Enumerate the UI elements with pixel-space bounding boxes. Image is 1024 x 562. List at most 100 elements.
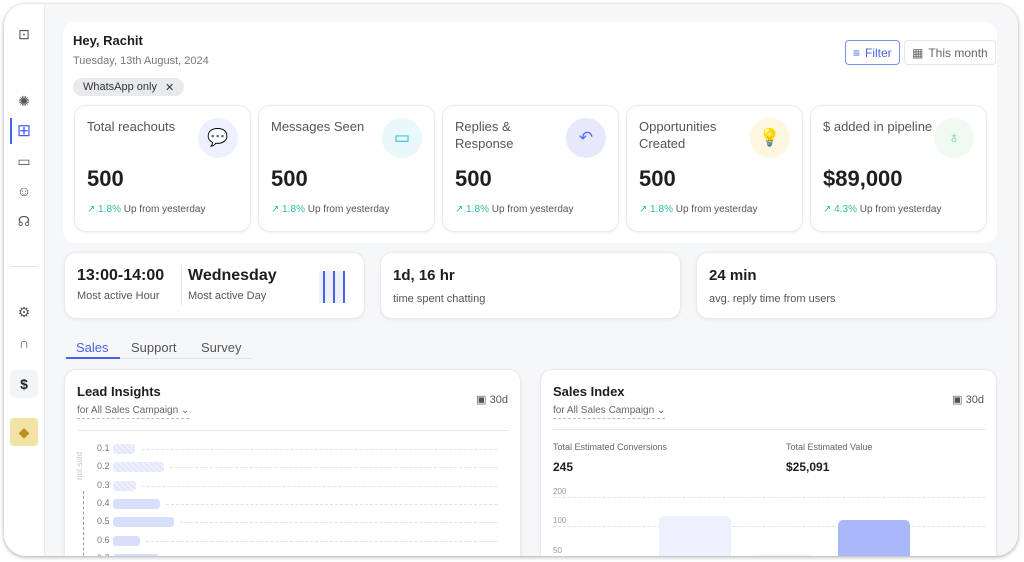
calendar-icon: ▣: [476, 394, 487, 406]
stat-title: Opportunities Created: [639, 119, 717, 151]
integrations-icon[interactable]: ∩: [18, 335, 30, 351]
stat-delta: ↗ 1.8% Up from yesterday: [87, 204, 205, 215]
close-icon[interactable]: ✕: [164, 81, 175, 94]
tab-support[interactable]: Support: [131, 340, 177, 355]
lead-bar[interactable]: [113, 535, 140, 546]
contact-icon[interactable]: ☺: [16, 183, 32, 199]
active-day: Wednesday: [188, 267, 277, 284]
chevron-down-icon: ⌄: [180, 405, 190, 416]
delta-text: Up from yesterday: [123, 204, 206, 215]
y-tick-label: 0.3: [97, 479, 110, 490]
y-tick-label: 0.7: [97, 553, 110, 556]
stat-value: 500: [271, 166, 308, 191]
delta-text: Up from yesterday: [859, 204, 942, 215]
money-bag-icon: ♁: [934, 118, 974, 158]
stat-delta: ↗ 1.8% Up from yesterday: [639, 204, 757, 215]
stat-delta: ↗ 1.8% Up from yesterday: [455, 204, 573, 215]
activity-card: 13:00-14:00 Most active Hour Wednesday M…: [64, 252, 365, 319]
lead-bar[interactable]: [113, 498, 160, 509]
campaign-dropdown[interactable]: for All Sales Campaign ⌄: [553, 405, 666, 419]
lead-title: Lead Insights: [77, 384, 161, 399]
trend-up-icon: ↗: [87, 204, 96, 215]
y-tick-label: 0.2: [97, 461, 110, 472]
settings-icon[interactable]: ⚙: [17, 303, 31, 320]
lead-bar[interactable]: [113, 553, 159, 556]
conversions-label: Total Estimated Conversions: [553, 442, 668, 452]
dollar-cycle-icon[interactable]: $: [10, 370, 38, 398]
lightbulb-icon: 💡: [750, 118, 790, 158]
tab-sales[interactable]: Sales: [76, 340, 109, 355]
app-window: ⊡ ✺ ⊞ ▭ ☺ ☊ ⚙ ∩ $ ◆ Hey, Rachit Tuesday,…: [4, 4, 1018, 556]
delta-percent: 1.8%: [650, 204, 673, 215]
gridline: [170, 467, 497, 469]
chat-icon[interactable]: ▭: [17, 152, 31, 169]
period-button[interactable]: ▦ This month: [904, 40, 996, 65]
divider: [181, 265, 182, 305]
chat-bubbles-icon: 💬: [198, 118, 238, 158]
range-selector[interactable]: ▣ 30d: [952, 393, 984, 406]
lead-insights-card: Lead Insights for All Sales Campaign ⌄ ▣…: [64, 369, 521, 556]
delta-percent: 1.8%: [282, 204, 305, 215]
sales-bar[interactable]: [750, 554, 817, 556]
y-tick-label: 0.6: [97, 534, 110, 545]
active-hour: 13:00-14:00: [77, 267, 165, 284]
chatting-time-card: 1d, 16 hr time spent chatting: [380, 252, 681, 319]
campaign-label: for All Sales Campaign: [553, 405, 655, 416]
stat-delta: ↗ 4.3% Up from yesterday: [823, 204, 941, 215]
lead-bar[interactable]: [113, 444, 135, 454]
diamond-icon[interactable]: ◆: [10, 418, 38, 446]
active-indicator: [10, 118, 12, 144]
stat-delta: ↗ 1.8% Up from yesterday: [271, 204, 389, 215]
y-tick-label: 0.1: [97, 443, 110, 453]
sales-index-card: Sales Index for All Sales Campaign ⌄ ▣ 3…: [540, 369, 997, 556]
sales-bar[interactable]: [659, 515, 731, 556]
panel-toggle-icon[interactable]: ⊡: [18, 25, 30, 42]
whatsapp-filter-chip[interactable]: WhatsApp only ✕: [73, 78, 185, 96]
stat-card: Messages Seen ▭ 500 ↗ 1.8% Up from yeste…: [258, 105, 435, 232]
filter-icon: ≡: [853, 45, 861, 60]
stat-card: Opportunities Created 💡 500 ↗ 1.8% Up fr…: [626, 105, 803, 232]
tab-survey[interactable]: Survey: [201, 340, 242, 355]
range-label: 30d: [489, 394, 508, 406]
conversions-value: 245: [553, 460, 574, 474]
gridline: [180, 522, 497, 524]
range-label: 30d: [965, 394, 984, 406]
stat-title: $ added in pipeline: [823, 119, 933, 134]
y-tick-label: 50: [553, 546, 562, 555]
celebration-icon[interactable]: ✺: [18, 92, 30, 109]
delta-text: Up from yesterday: [491, 204, 574, 215]
lead-bar[interactable]: [113, 480, 137, 491]
stat-card: $ added in pipeline ♁ $89,000 ↗ 4.3% Up …: [810, 105, 987, 232]
stat-value: 500: [87, 166, 124, 191]
sales-title: Sales Index: [553, 384, 625, 399]
y-tick-label: 0.4: [97, 497, 110, 508]
stat-value: $89,000: [823, 166, 903, 191]
gridline: [142, 485, 497, 487]
trend-up-icon: ↗: [455, 204, 464, 215]
stat-value: 500: [639, 166, 676, 191]
delta-percent: 1.8%: [466, 204, 489, 215]
calendar-icon: ▦: [912, 45, 924, 60]
filter-button[interactable]: ≡ Filter: [845, 40, 900, 65]
campaign-dropdown[interactable]: for All Sales Campaign ⌄: [77, 405, 190, 419]
stat-title: Replies & Response: [455, 119, 514, 151]
chatting-label: time spent chatting: [393, 293, 486, 305]
lead-bar[interactable]: [113, 462, 165, 473]
dashboard-grid-icon[interactable]: ⊞: [16, 121, 32, 140]
delta-percent: 4.3%: [834, 204, 857, 215]
period-label: This month: [928, 45, 988, 60]
range-selector[interactable]: ▣ 30d: [476, 393, 508, 406]
tabs-baseline: [64, 358, 252, 359]
trend-up-icon: ↗: [639, 204, 648, 215]
stat-card: Total reachouts 💬 500 ↗ 1.8% Up from yes…: [74, 105, 251, 232]
sales-bar[interactable]: [838, 520, 910, 556]
delta-text: Up from yesterday: [307, 204, 390, 215]
greeting: Hey, Rachit: [73, 33, 143, 48]
heatmap-thumbnail: [319, 271, 345, 303]
value-label: Total Estimated Value: [786, 442, 873, 452]
reply-all-icon: ↶: [566, 118, 606, 158]
stat-title: Messages Seen: [271, 119, 365, 134]
overview-panel: Hey, Rachit Tuesday, 13th August, 2024 W…: [63, 22, 997, 243]
lead-bar[interactable]: [113, 517, 174, 528]
brain-icon[interactable]: ☊: [17, 212, 31, 229]
